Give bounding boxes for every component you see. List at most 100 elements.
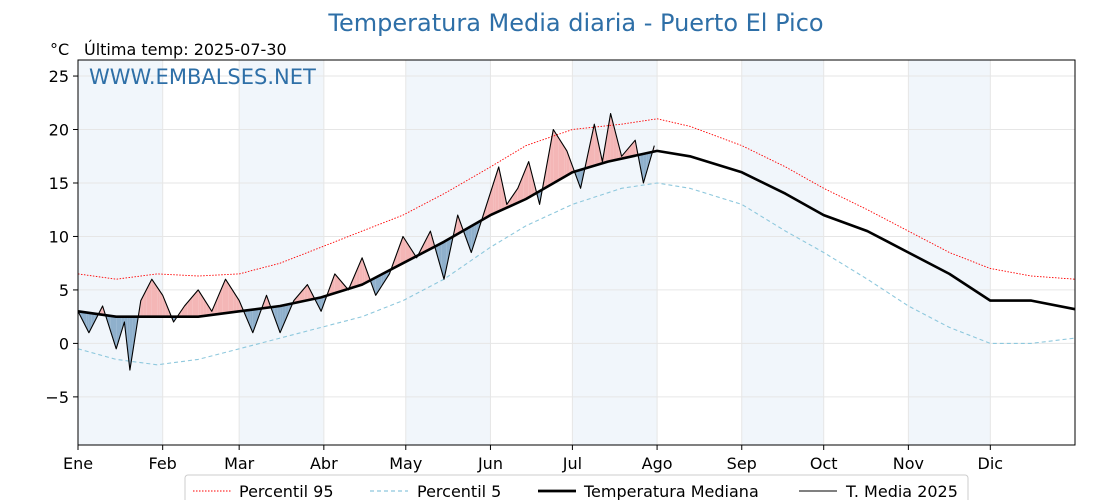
- warm-anomaly-area: [187, 299, 190, 317]
- series-line-1: [77, 182, 1076, 366]
- warm-anomaly-area: [192, 293, 196, 317]
- legend-box: [184, 474, 969, 500]
- cold-anomaly-area: [127, 316, 130, 371]
- warm-anomaly-area: [353, 270, 357, 288]
- warm-anomaly-area: [547, 144, 551, 187]
- legend: Percentil 95 Percentil 5 Temperatura Med…: [184, 474, 969, 500]
- warm-anomaly-area: [304, 284, 308, 301]
- x-tick-label: Ago: [642, 454, 673, 473]
- y-tick-label: 0: [59, 334, 69, 353]
- warm-anomaly-area: [307, 284, 311, 301]
- warm-anomaly-area: [493, 175, 496, 214]
- cold-anomaly-area: [119, 316, 122, 340]
- warm-anomaly-area: [558, 138, 562, 181]
- warm-anomaly-area: [564, 146, 567, 177]
- warm-anomaly-area: [334, 273, 338, 294]
- cold-anomaly-area: [383, 271, 387, 283]
- x-tick-label: Jul: [562, 454, 582, 473]
- series-line-0: [77, 118, 1076, 280]
- warm-anomaly-area: [545, 159, 548, 188]
- cold-anomaly-area: [255, 308, 259, 326]
- cold-anomaly-area: [441, 241, 444, 280]
- warm-anomaly-area: [190, 296, 193, 317]
- y-axis: −5 0 5 10 15 20 25: [45, 67, 78, 407]
- cold-anomaly-area: [247, 309, 251, 327]
- warm-anomaly-area: [424, 236, 428, 252]
- warm-anomaly-area: [485, 201, 488, 219]
- series-lines: [77, 112, 1076, 371]
- cold-anomaly-area: [108, 315, 111, 332]
- warm-anomaly-area: [632, 140, 636, 157]
- warm-anomaly-area: [520, 175, 524, 202]
- warm-anomaly-area: [203, 298, 207, 316]
- cold-anomaly-area: [446, 238, 450, 267]
- warm-anomaly-area: [526, 161, 529, 199]
- cold-anomaly-area: [132, 316, 136, 353]
- x-tick-label: Feb: [149, 454, 177, 473]
- warm-anomaly-area: [228, 283, 231, 313]
- warm-anomaly-area: [146, 284, 149, 317]
- warm-anomaly-area: [556, 133, 559, 182]
- warm-anomaly-area: [165, 302, 169, 317]
- warm-anomaly-area: [403, 236, 406, 264]
- warm-anomaly-area: [588, 137, 592, 168]
- cold-anomaly-area: [375, 276, 379, 296]
- y-tick-label: 25: [49, 67, 69, 86]
- warm-anomaly-area: [561, 142, 565, 179]
- warm-anomaly-area: [200, 294, 204, 317]
- last-temp-label: Última temp: 2025-07-30: [84, 40, 287, 59]
- warm-anomaly-area: [302, 287, 305, 302]
- month-band: [908, 60, 991, 445]
- warm-anomaly-area: [151, 279, 155, 317]
- warm-anomaly-area: [531, 172, 535, 196]
- cold-anomaly-area: [465, 227, 469, 245]
- warm-anomaly-area: [154, 283, 158, 317]
- cold-anomaly-area: [280, 305, 283, 333]
- warm-anomaly-area: [198, 289, 201, 317]
- warm-anomaly-area: [569, 158, 573, 174]
- warm-anomaly-area: [501, 179, 505, 211]
- warm-anomaly-area: [629, 143, 633, 157]
- warm-anomaly-area: [487, 192, 491, 217]
- cold-anomaly-area: [110, 315, 114, 341]
- warm-anomaly-area: [509, 196, 513, 207]
- x-tick-label: Ene: [63, 454, 93, 473]
- warm-anomaly-area: [195, 289, 199, 317]
- grid-lines: [77, 60, 1075, 445]
- cold-anomaly-area: [474, 222, 477, 244]
- watermark: WWW.EMBALSES.NET: [89, 65, 316, 89]
- series-line-3: [77, 112, 655, 371]
- warm-anomaly-area: [597, 136, 600, 165]
- cold-anomaly-area: [640, 153, 644, 183]
- warm-anomaly-area: [149, 279, 152, 317]
- y-tick-label: 10: [49, 227, 69, 246]
- x-tick-label: May: [389, 454, 422, 473]
- warm-anomaly-area: [231, 287, 234, 313]
- warm-anomaly-area: [394, 251, 398, 268]
- warm-anomaly-area: [157, 287, 160, 317]
- warm-anomaly-area: [616, 134, 619, 160]
- cold-anomaly-area: [80, 311, 84, 322]
- warm-anomaly-area: [495, 166, 499, 213]
- warm-anomaly-area: [225, 279, 229, 314]
- x-tick-label: Mar: [224, 454, 255, 473]
- warm-anomaly-area: [605, 129, 608, 163]
- warm-anomaly-area: [624, 149, 627, 158]
- warm-anomaly-area: [553, 129, 556, 184]
- x-tick-label: Sep: [727, 454, 757, 473]
- warm-anomaly-area: [222, 279, 226, 314]
- warm-anomaly-area: [143, 289, 147, 317]
- warm-anomaly-area: [359, 257, 363, 286]
- x-tick-label: Abr: [310, 454, 338, 473]
- cold-anomaly-area: [577, 169, 581, 189]
- legend-2025-label: T. Media 2025: [845, 482, 958, 500]
- month-band: [572, 60, 658, 445]
- x-tick-label: Dic: [978, 454, 1004, 473]
- cold-anomaly-area: [321, 296, 324, 312]
- cold-anomaly-area: [318, 297, 322, 312]
- month-band: [78, 60, 163, 445]
- warm-anomaly-area: [337, 277, 341, 293]
- warm-anomaly-area: [422, 241, 425, 254]
- y-tick-label: 20: [49, 121, 69, 140]
